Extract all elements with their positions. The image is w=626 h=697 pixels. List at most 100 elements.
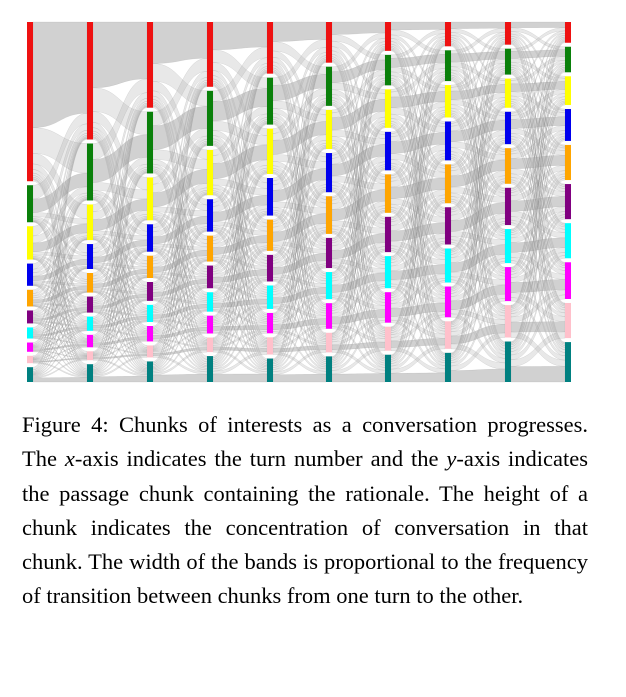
band-turn9-chunk10-to-chunk3 bbox=[510, 103, 566, 345]
node-turn2-chunk8 bbox=[87, 334, 93, 348]
band-turn7-chunk1-to-chunk1 bbox=[390, 21, 446, 31]
node-turn2-chunk6 bbox=[87, 296, 93, 313]
node-turn7-chunk5 bbox=[385, 174, 391, 213]
node-turn6-chunk1 bbox=[326, 22, 332, 63]
node-turn5-chunk8 bbox=[267, 312, 273, 334]
band-turn2-chunk10-to-chunk2 bbox=[92, 172, 148, 369]
node-turn5-chunk7 bbox=[267, 285, 273, 309]
node-turn7-chunk9 bbox=[385, 326, 391, 351]
node-turn5-chunk10 bbox=[267, 358, 273, 382]
band-turn3-chunk1-to-chunk1 bbox=[152, 21, 208, 64]
node-turn3-chunk6 bbox=[147, 282, 153, 301]
node-turn5-chunk3 bbox=[267, 128, 273, 174]
band-turn3-chunk10-to-chunk3 bbox=[152, 194, 208, 367]
band-turn4-chunk10-to-chunk5 bbox=[212, 249, 268, 366]
band-turn1-chunk10-to-chunk2 bbox=[32, 199, 88, 372]
node-turn5-chunk1 bbox=[267, 22, 273, 74]
band-turn5-chunk10-to-chunk6 bbox=[272, 266, 327, 368]
band-turn8-chunk10-to-chunk10 bbox=[450, 368, 506, 383]
node-turn1-chunk8 bbox=[27, 342, 33, 352]
chunk-columns bbox=[27, 22, 571, 382]
node-turn3-chunk7 bbox=[147, 304, 153, 322]
node-turn7-chunk1 bbox=[385, 22, 391, 51]
node-turn1-chunk5 bbox=[27, 289, 33, 307]
node-turn2-chunk10 bbox=[87, 364, 93, 382]
band-turn9-chunk10-to-chunk7 bbox=[510, 255, 566, 356]
node-turn10-chunk3 bbox=[565, 76, 571, 106]
band-turn3-chunk10-to-chunk10 bbox=[152, 373, 208, 383]
node-turn1-chunk10 bbox=[27, 367, 33, 382]
band-turn1-chunk10-to-chunk1 bbox=[32, 138, 88, 371]
band-turn1-chunk10-to-chunk8 bbox=[32, 346, 88, 377]
node-turn4-chunk8 bbox=[207, 315, 213, 334]
node-turn4-chunk3 bbox=[207, 149, 213, 196]
node-turn10-chunk8 bbox=[565, 262, 571, 299]
band-turn4-chunk10-to-chunk7 bbox=[212, 307, 268, 370]
node-turn2-chunk2 bbox=[87, 143, 93, 201]
node-turn9-chunk8 bbox=[505, 267, 511, 302]
node-turn9-chunk5 bbox=[505, 148, 511, 184]
node-turn1-chunk4 bbox=[27, 263, 33, 286]
band-turn7-chunk10-to-chunk10 bbox=[390, 372, 446, 383]
band-turn4-chunk10-to-chunk1 bbox=[212, 72, 268, 359]
node-turn6-chunk2 bbox=[326, 66, 332, 106]
band-turn6-chunk10-to-chunk1 bbox=[331, 49, 386, 358]
node-turn10-chunk5 bbox=[565, 144, 571, 181]
node-turn6-chunk5 bbox=[326, 196, 332, 234]
node-turn4-chunk9 bbox=[207, 337, 213, 353]
band-turn2-chunk10-to-chunk8 bbox=[92, 339, 148, 376]
node-turn7-chunk8 bbox=[385, 292, 391, 323]
node-turn4-chunk6 bbox=[207, 265, 213, 289]
caption-y-variable: y bbox=[446, 446, 457, 472]
node-turn10-chunk2 bbox=[565, 46, 571, 73]
node-turn1-chunk6 bbox=[27, 310, 33, 324]
node-turn3-chunk10 bbox=[147, 361, 153, 382]
band-turn4-chunk1-to-chunk1 bbox=[212, 21, 268, 50]
node-turn3-chunk9 bbox=[147, 345, 153, 358]
node-turn9-chunk2 bbox=[505, 48, 511, 75]
band-turn5-chunk10-to-chunk1 bbox=[272, 61, 327, 360]
node-turn6-chunk7 bbox=[326, 272, 332, 300]
band-turn9-chunk1-to-chunk1 bbox=[510, 21, 566, 28]
band-turn1-chunk5-to-chunk10 bbox=[32, 305, 88, 374]
band-turn6-chunk10-to-chunk6 bbox=[331, 250, 386, 366]
node-turn3-chunk3 bbox=[147, 177, 153, 221]
node-turn10-chunk6 bbox=[565, 184, 571, 220]
band-turn9-chunk10-to-chunk6 bbox=[510, 216, 566, 352]
node-turn7-chunk6 bbox=[385, 216, 391, 253]
node-turn6-chunk3 bbox=[326, 109, 332, 150]
band-turn3-chunk9-to-chunk2 bbox=[152, 144, 208, 348]
band-turn9-chunk10-to-chunk10 bbox=[510, 366, 566, 383]
band-turn8-chunk10-to-chunk8 bbox=[450, 297, 506, 367]
node-turn5-chunk2 bbox=[267, 77, 273, 125]
node-turn10-chunk7 bbox=[565, 223, 571, 259]
node-turn7-chunk7 bbox=[385, 256, 391, 289]
node-turn8-chunk4 bbox=[445, 121, 451, 161]
band-turn6-chunk10-to-chunk4 bbox=[331, 169, 386, 362]
node-turn2-chunk9 bbox=[87, 351, 93, 361]
node-turn8-chunk7 bbox=[445, 248, 451, 283]
node-turn5-chunk6 bbox=[267, 254, 273, 282]
band-turn6-chunk10-to-chunk10 bbox=[331, 373, 386, 383]
node-turn3-chunk8 bbox=[147, 326, 153, 342]
node-turn4-chunk5 bbox=[207, 235, 213, 262]
node-turn5-chunk5 bbox=[267, 219, 273, 251]
band-turn1-chunk10-to-chunk10 bbox=[32, 377, 88, 383]
node-turn9-chunk9 bbox=[505, 305, 511, 338]
node-turn1-chunk2 bbox=[27, 185, 33, 223]
band-turn8-chunk10-to-chunk3 bbox=[450, 106, 506, 356]
node-turn4-chunk7 bbox=[207, 292, 213, 312]
node-turn1-chunk1 bbox=[27, 22, 33, 182]
node-turn3-chunk4 bbox=[147, 224, 153, 252]
node-turn3-chunk5 bbox=[147, 255, 153, 278]
node-turn2-chunk4 bbox=[87, 244, 93, 269]
band-turn5-chunk10-to-chunk8 bbox=[272, 326, 327, 373]
caption-label: Figure 4: bbox=[22, 412, 109, 437]
transition-bands bbox=[32, 21, 566, 383]
band-turn5-chunk10-to-chunk2 bbox=[272, 104, 327, 362]
caption-x-variable: x bbox=[64, 446, 75, 472]
node-turn4-chunk10 bbox=[207, 356, 213, 382]
figure-caption: Figure 4: Chunks of interests as a conve… bbox=[22, 408, 588, 614]
node-turn9-chunk7 bbox=[505, 229, 511, 264]
sankey-chart bbox=[27, 21, 571, 383]
